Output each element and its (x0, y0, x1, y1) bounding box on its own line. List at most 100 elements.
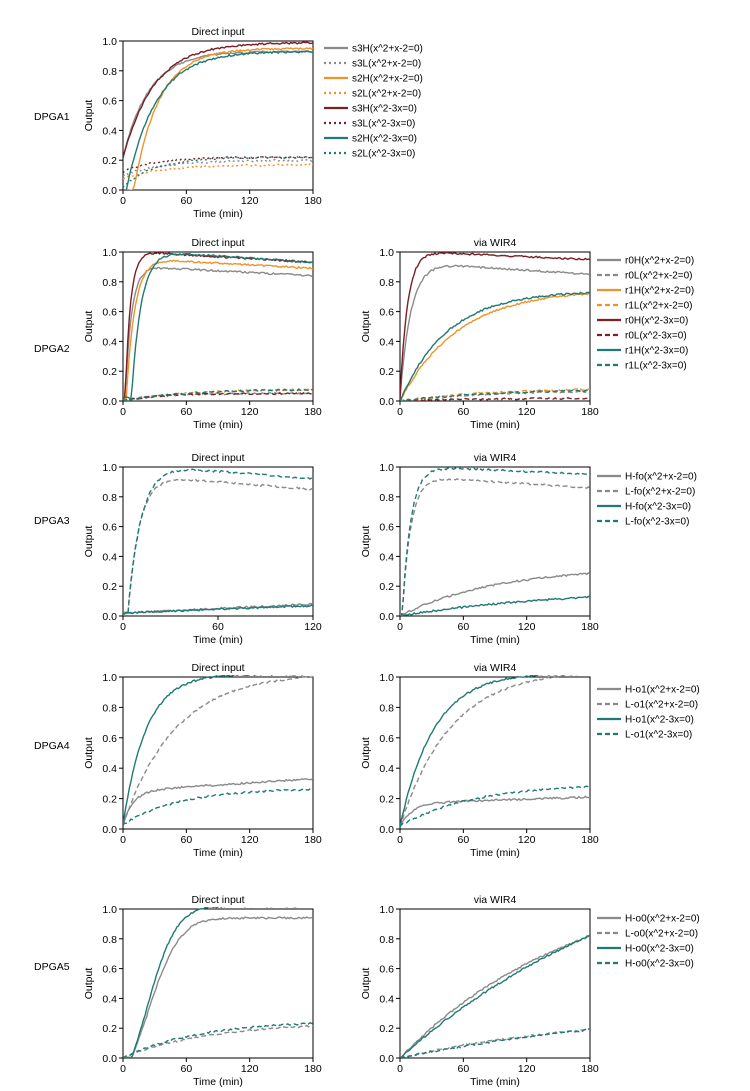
y-tick-label: 0.0 (379, 1053, 394, 1065)
x-tick-label: 60 (180, 1063, 192, 1075)
y-tick-label: 0.2 (379, 581, 394, 593)
series-line-3 (123, 259, 313, 400)
y-tick-label: 0.4 (102, 125, 117, 137)
series-line-2 (123, 478, 313, 616)
x-tick-label: 0 (397, 621, 403, 633)
row-label: DPGA1 (34, 111, 70, 123)
legend-entry: H-o0(x^2-3x=0) (625, 944, 694, 955)
x-axis-label: Time (min) (193, 208, 243, 220)
legend-entry: r0H(x^2+x-2=0) (625, 256, 694, 267)
x-tick-label: 120 (304, 621, 322, 633)
series-line-8 (400, 389, 590, 401)
legend-entry: H-fo(x^2+x-2=0) (625, 472, 697, 483)
series-line-7 (123, 50, 313, 190)
x-tick-label: 60 (180, 195, 192, 207)
legend-entry: H-fo(x^2-3x=0) (625, 502, 691, 513)
chart-title: Direct input (191, 237, 244, 249)
y-axis-label: Output (360, 968, 372, 1000)
series-line-3 (400, 595, 590, 616)
legend-entry: r1L(x^2-3x=0) (625, 361, 687, 372)
series-line-1 (123, 266, 313, 400)
y-tick-label: 0.6 (102, 733, 117, 745)
plot-frame (122, 466, 314, 617)
series-line-1 (123, 916, 313, 1058)
y-tick-label: 1.0 (102, 672, 117, 684)
y-tick-label: 1.0 (379, 247, 394, 259)
plot-frame (122, 676, 314, 830)
legend-entry: s3H(x^2+x-2=0) (352, 44, 423, 55)
y-tick-label: 0.0 (379, 611, 394, 623)
x-tick-label: 60 (457, 406, 469, 418)
series-line-7 (123, 252, 313, 400)
x-tick-label: 60 (457, 1063, 469, 1075)
legend-entry: s2H(x^2+x-2=0) (352, 74, 423, 85)
chart-title: Direct input (191, 452, 244, 464)
plot-frame (122, 251, 314, 402)
series-line-4 (123, 1022, 313, 1058)
y-tick-label: 0.4 (379, 763, 394, 775)
row-label: DPGA2 (34, 343, 70, 355)
plot-frame (122, 908, 314, 1059)
y-tick-label: 0.2 (102, 794, 117, 806)
y-tick-label: 0.8 (102, 66, 117, 78)
row-label: DPGA3 (34, 515, 70, 527)
series-line-2 (123, 158, 313, 177)
x-tick-label: 180 (304, 834, 322, 846)
y-tick-label: 0.8 (102, 277, 117, 289)
x-tick-label: 180 (581, 406, 599, 418)
legend-entry: L-o1(x^2-3x=0) (625, 730, 692, 741)
plot-frame (399, 908, 591, 1059)
series-line-4 (123, 788, 313, 826)
series-line-3 (400, 292, 590, 401)
y-tick-label: 1.0 (379, 462, 394, 474)
y-tick-label: 1.0 (379, 672, 394, 684)
chart-title: via WIR4 (474, 894, 517, 906)
chart-title: via WIR4 (474, 237, 517, 249)
series-line-8 (123, 388, 313, 401)
legend-entry: H-o1(x^2-3x=0) (625, 715, 694, 726)
legend: H-o1(x^2+x-2=0) L-o1(x^2+x-2=0) H-o1(x^2-3… (597, 685, 700, 741)
legend-entry: H-o1(x^2+x-2=0) (625, 685, 700, 696)
x-tick-label: 60 (457, 621, 469, 633)
x-tick-label: 0 (120, 406, 126, 418)
x-axis-label: Time (min) (193, 1076, 243, 1088)
x-tick-label: 0 (120, 195, 126, 207)
x-tick-label: 0 (397, 834, 403, 846)
y-tick-label: 0.8 (379, 277, 394, 289)
x-tick-label: 60 (180, 834, 192, 846)
series-line-1 (400, 264, 590, 399)
legend-entry: s2H(x^2-3x=0) (352, 134, 417, 145)
y-tick-label: 0.8 (379, 702, 394, 714)
y-tick-label: 0.0 (379, 824, 394, 836)
series-line-1 (123, 777, 313, 826)
y-tick-label: 0.6 (379, 522, 394, 534)
y-tick-label: 0.0 (102, 1053, 117, 1065)
legend-entry: L-fo(x^2-3x=0) (625, 517, 689, 528)
legend-entry: s3H(x^2-3x=0) (352, 104, 417, 115)
y-tick-label: 0.6 (379, 964, 394, 976)
x-tick-label: 180 (304, 406, 322, 418)
y-tick-label: 0.4 (379, 551, 394, 563)
plot-frame (399, 676, 591, 830)
x-tick-label: 0 (120, 1063, 126, 1075)
series-line-4 (400, 785, 590, 828)
chart-title: via WIR4 (474, 452, 517, 464)
legend: H-fo(x^2+x-2=0) L-fo(x^2+x-2=0) H-fo(x^2-3… (597, 472, 697, 528)
legend-entry: s3L(x^2-3x=0) (352, 119, 415, 130)
y-tick-label: 0.6 (379, 733, 394, 745)
chart-panel-9: via WIR4 0 60 120 180 0.0 0.2 0.4 0.6 0.8 1.0 Time … (360, 894, 700, 1088)
chart-panel-1: Direct input 0 60 120 180 0.0 0.2 0.4 0.6 0.8 1.0 T… (34, 26, 423, 220)
plot-frame (399, 251, 591, 402)
x-tick-label: 180 (581, 621, 599, 633)
y-tick-label: 0.4 (379, 336, 394, 348)
legend-entry: r0L(x^2+x-2=0) (625, 271, 693, 282)
y-tick-label: 0.0 (102, 396, 117, 408)
y-tick-label: 0.8 (102, 934, 117, 946)
y-axis-label: Output (360, 311, 372, 343)
row-label: DPGA5 (34, 961, 70, 973)
chart-panel-4: Direct input 0 60 120 0.0 0.2 0.4 0.6 0.8 1.0 Time… (34, 452, 322, 646)
y-tick-label: 0.8 (102, 492, 117, 504)
x-tick-label: 180 (304, 195, 322, 207)
series-line-3 (123, 675, 313, 826)
